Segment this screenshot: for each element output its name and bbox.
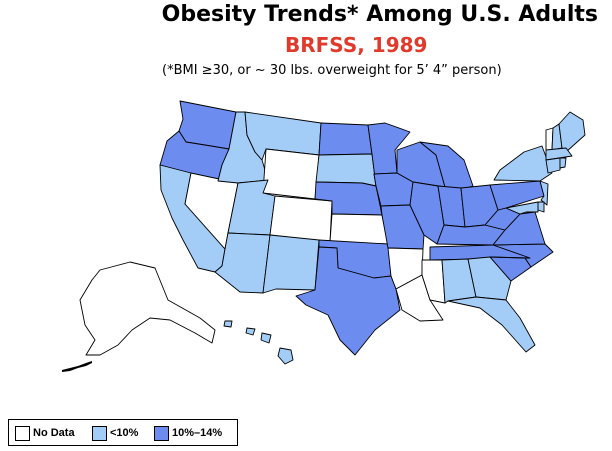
legend-label-no-data: No Data [33,427,75,439]
map-legend: No Data <10% 10%–14% [8,419,238,446]
state-alaska [79,261,216,356]
legend-swatch-no-data [15,425,30,441]
state-hawaii-maui [260,332,272,344]
legend-swatch-under-10 [92,425,107,441]
alaska-aleutians [62,361,92,372]
state-kansas [329,213,389,245]
state-georgia [467,256,512,301]
bmi-footnote: (*BMI ≥30, or ~ 30 lbs. overweight for 5… [162,63,502,78]
state-florida [447,296,536,353]
state-kentucky [436,224,506,246]
state-mississippi [421,259,446,304]
legend-label-10-14: 10%–14% [172,427,223,439]
state-new-mexico [262,234,320,294]
state-south-dakota [315,153,377,187]
state-rhode-island [559,157,567,169]
state-hawaii-island [277,347,294,365]
legend-item-no-data: No Data [15,424,75,442]
map-subtitle: BRFSS, 1989 [285,33,428,57]
state-maine [558,111,586,153]
state-north-dakota [318,122,373,156]
map-title: Obesity Trends* Among U.S. Adults [161,2,598,27]
state-wyoming [262,148,320,200]
state-massachusetts [545,147,573,161]
state-hawaii-oahu [245,327,256,336]
state-texas [295,246,401,356]
legend-label-under-10: <10% [110,427,139,439]
legend-item-under-10: <10% [92,424,138,442]
state-hawaii-kauai [223,320,233,328]
legend-item-10-14: 10%–14% [154,424,222,442]
legend-swatch-10-14 [154,425,169,441]
state-maryland [505,201,539,215]
state-connecticut [545,157,561,174]
state-colorado [269,195,333,243]
state-north-carolina [489,243,554,268]
state-new-york [493,145,553,182]
state-delaware [537,201,545,213]
state-pennsylvania [489,180,545,211]
